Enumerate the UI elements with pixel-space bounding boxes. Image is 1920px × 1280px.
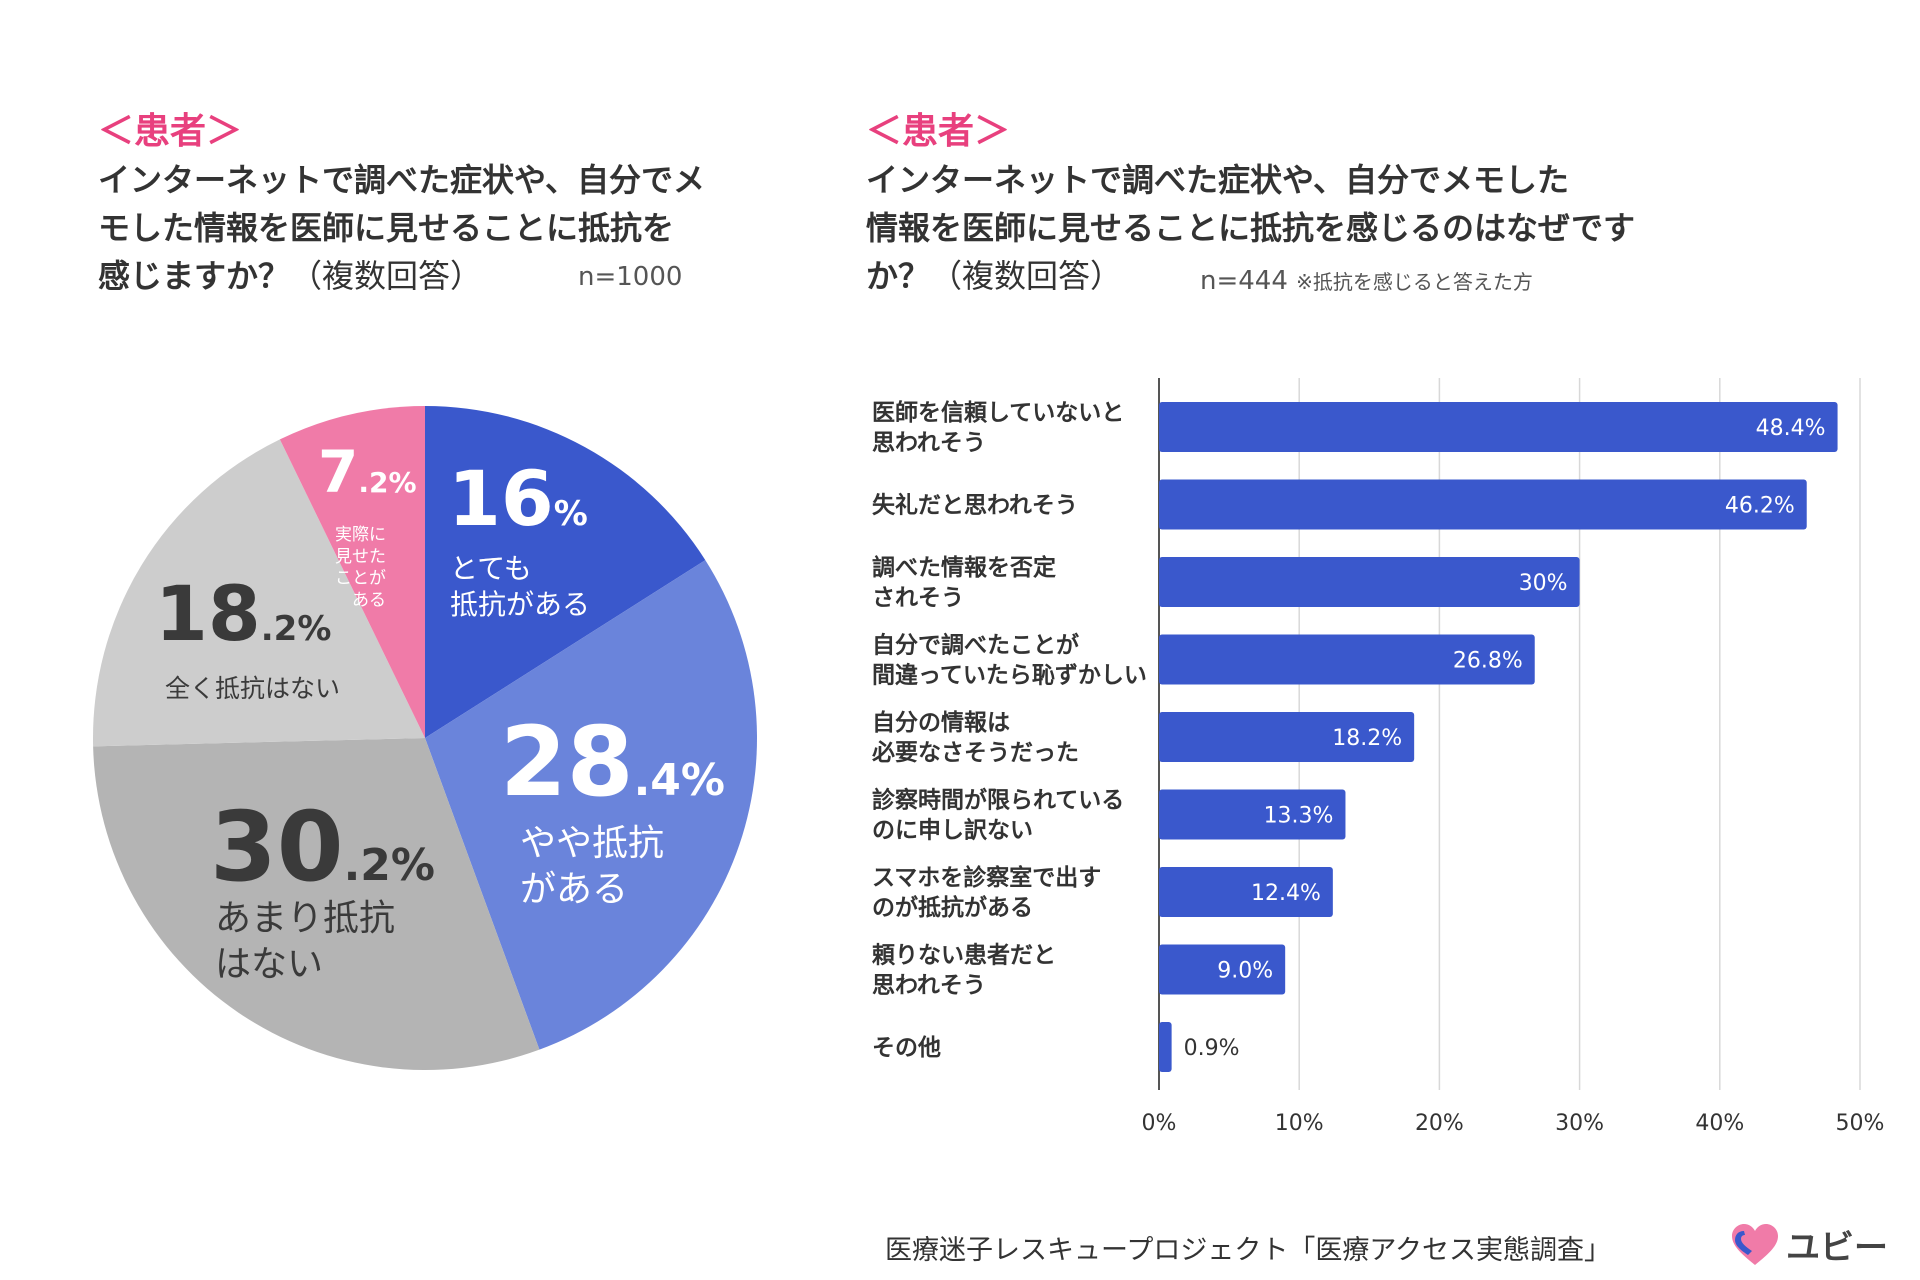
bar-value-label: 13.3% xyxy=(1264,804,1334,829)
right-question-line: 情報を医師に見せることに抵抗を感じるのはなぜです xyxy=(866,209,1635,247)
pie-category-label: はない xyxy=(215,944,323,985)
pie-value-label: 30.2% xyxy=(210,791,435,903)
pie-slice xyxy=(425,406,706,738)
left-sample-size: n=1000 xyxy=(578,262,683,292)
logo-text: ユビー xyxy=(1786,1228,1888,1268)
pie-value-label: 16% xyxy=(448,454,588,543)
pie-category-label: あまり抵抗 xyxy=(215,898,395,939)
pie-value-label: 28.4% xyxy=(500,706,725,818)
right-n: n=444 xyxy=(1200,266,1288,296)
left-question-line: モした情報を医師に見せることに抵抗を xyxy=(98,209,675,247)
category-label: 間違っていたら恥ずかしい xyxy=(872,662,1147,689)
left-question-line: インターネットで調べた症状や、自分でメ xyxy=(98,161,706,199)
category-label: 調べた情報を否定 xyxy=(872,554,1056,581)
pie-category-label: やや抵抗 xyxy=(520,823,664,864)
category-label: 医師を信頼していないと xyxy=(872,399,1124,426)
bar xyxy=(1159,402,1838,452)
category-label: 診察時間が限られている xyxy=(872,787,1124,814)
bar-value-label: 26.8% xyxy=(1453,649,1523,674)
x-tick-label: 40% xyxy=(1695,1111,1744,1136)
bar xyxy=(1159,944,1286,995)
category-label: 頼りない患者だと xyxy=(872,942,1056,969)
category-label: 思われそう xyxy=(872,430,986,456)
heart-icon xyxy=(1732,1223,1778,1265)
bar-value-label: 12.4% xyxy=(1251,881,1321,906)
right-question-line: インターネットで調べた症状や、自分でメモした xyxy=(866,161,1570,199)
right-tag: ＜患者＞ xyxy=(866,111,1011,152)
bar xyxy=(1159,1022,1172,1072)
pie-slice xyxy=(425,560,758,1050)
category-label: のが抵抗がある xyxy=(872,894,1033,921)
bar xyxy=(1159,789,1346,840)
ubie-logo: ユビー xyxy=(1730,1220,1888,1269)
category-label: されそう xyxy=(872,585,964,611)
x-tick-label: 10% xyxy=(1275,1111,1324,1136)
pie-category-label: 実際に xyxy=(335,525,386,545)
category-label: 自分の情報は xyxy=(872,709,1010,736)
right-sample-size: n=444 ※抵抗を感じると答えた方 xyxy=(1200,266,1533,296)
bar-value-label: 48.4% xyxy=(1756,416,1826,441)
footer-source: 医療迷子レスキュープロジェクト「医療アクセス実態調査」 xyxy=(885,1235,1612,1266)
bar xyxy=(1159,557,1580,607)
bar xyxy=(1159,712,1415,762)
x-tick-label: 50% xyxy=(1836,1111,1885,1136)
pie-category-label: 全く抵抗はない xyxy=(165,674,340,703)
left-multi-note: （複数回答） xyxy=(290,257,483,295)
right-question: インターネットで調べた症状や、自分でメモした 情報を医師に見せることに抵抗を感じ… xyxy=(866,156,1635,300)
bar-value-label: 9.0% xyxy=(1217,959,1273,984)
category-label: 自分で調べたことが xyxy=(872,632,1079,659)
category-label: 思われそう xyxy=(872,973,986,999)
pie-category-label: とても xyxy=(450,552,532,585)
left-question-line: 感じますか？（複数回答） xyxy=(98,257,483,295)
left-question: インターネットで調べた症状や、自分でメ モした情報を医師に見せることに抵抗を 感… xyxy=(98,156,705,300)
pie-value-label: 18.2% xyxy=(155,569,331,658)
pie-value-label: 7.2% xyxy=(318,438,417,506)
left-tag: ＜患者＞ xyxy=(98,111,243,152)
bar-value-label: 30% xyxy=(1519,571,1568,596)
bar xyxy=(1159,634,1535,685)
category-label: その他 xyxy=(872,1035,941,1061)
bar-value-label: 18.2% xyxy=(1332,726,1402,751)
bar xyxy=(1159,867,1333,917)
x-tick-label: 20% xyxy=(1415,1111,1464,1136)
pie-category-label: 見せた xyxy=(335,547,386,567)
pie-category-label: 抵抗がある xyxy=(450,588,590,621)
right-n-note: ※抵抗を感じると答えた方 xyxy=(1296,270,1533,294)
pie-category-label: がある xyxy=(520,869,628,910)
right-multi-note: （複数回答） xyxy=(930,257,1123,295)
pie-category-label: ことが xyxy=(335,569,386,589)
pie-slice xyxy=(93,738,540,1071)
bar-value-label: 46.2% xyxy=(1725,494,1795,519)
category-label: スマホを診察室で出す xyxy=(872,864,1101,891)
category-label: 失礼だと思われそう xyxy=(872,492,1078,519)
pie-category-label: ある xyxy=(352,590,386,610)
right-question-line: か？（複数回答） xyxy=(866,257,1123,295)
category-label: 必要なさそうだった xyxy=(872,739,1079,766)
x-tick-label: 0% xyxy=(1142,1111,1177,1136)
bar-value-label: 0.9% xyxy=(1184,1036,1240,1061)
pie-slice xyxy=(279,406,425,738)
x-tick-label: 30% xyxy=(1555,1111,1604,1136)
pie-slice xyxy=(92,439,426,747)
bar xyxy=(1159,479,1807,530)
category-label: のに申し訳ない xyxy=(872,817,1033,844)
